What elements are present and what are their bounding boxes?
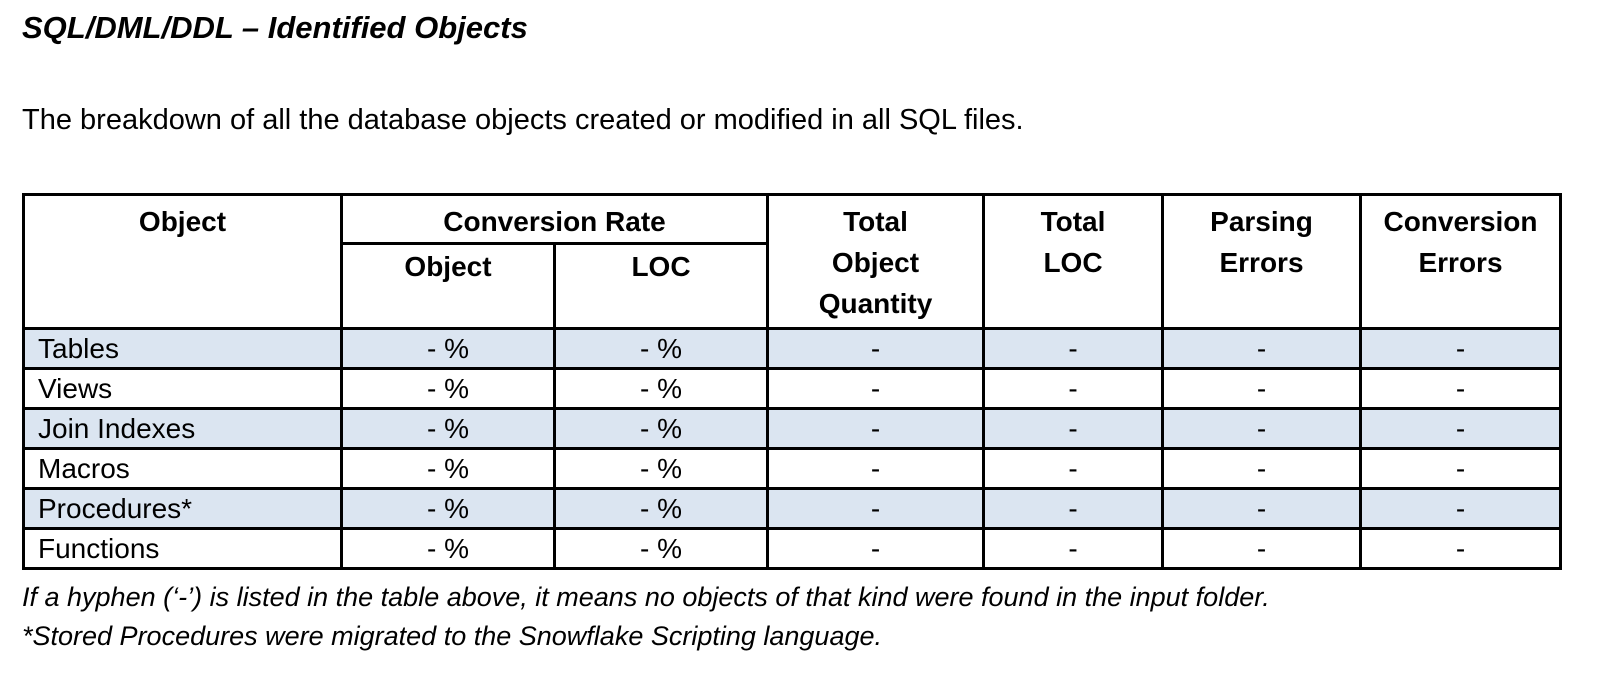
cell-conversion-rate-object: - % [340, 327, 556, 370]
column-header-conversion-loc: LOC [553, 243, 769, 330]
table-header: Object Conversion Rate Total Object Quan… [22, 193, 1562, 330]
cell-object-type: Join Indexes [22, 407, 343, 450]
cell-parsing-errors: - [1161, 447, 1362, 490]
column-header-conversion-rate: Conversion Rate [340, 193, 769, 245]
column-header-object: Object [22, 193, 343, 330]
cell-total-loc: - [982, 327, 1164, 370]
cell-conversion-errors: - [1359, 527, 1562, 570]
cell-conversion-rate-loc: - % [553, 407, 769, 450]
cell-conversion-rate-object: - % [340, 527, 556, 570]
cell-conversion-rate-loc: - % [553, 447, 769, 490]
cell-conversion-errors: - [1359, 487, 1562, 530]
cell-conversion-rate-object: - % [340, 407, 556, 450]
cell-total-loc: - [982, 487, 1164, 530]
note-hyphen-meaning: If a hyphen (‘-’) is listed in the table… [22, 582, 1270, 612]
cell-parsing-errors: - [1161, 327, 1362, 370]
cell-total-object-quantity: - [766, 327, 985, 370]
cell-total-object-quantity: - [766, 407, 985, 450]
cell-object-type: Procedures* [22, 487, 343, 530]
cell-conversion-errors: - [1359, 367, 1562, 410]
cell-total-object-quantity: - [766, 487, 985, 530]
cell-parsing-errors: - [1161, 407, 1362, 450]
table-row-procedures: Procedures* - % - % - - - - [22, 487, 1562, 530]
cell-conversion-errors: - [1359, 447, 1562, 490]
cell-object-type: Functions [22, 527, 343, 570]
cell-conversion-errors: - [1359, 407, 1562, 450]
table-body: Tables - % - % - - - - Views - % - % - -… [22, 327, 1562, 570]
column-header-conversion-object: Object [340, 243, 556, 330]
cell-total-object-quantity: - [766, 527, 985, 570]
cell-parsing-errors: - [1161, 487, 1362, 530]
page-title: SQL/DML/DDL – Identified Objects [22, 10, 528, 45]
cell-total-object-quantity: - [766, 367, 985, 410]
cell-conversion-rate-loc: - % [553, 367, 769, 410]
footnotes: If a hyphen (‘-’) is listed in the table… [22, 578, 1584, 656]
cell-object-type: Views [22, 367, 343, 410]
cell-conversion-rate-object: - % [340, 367, 556, 410]
cell-total-loc: - [982, 407, 1164, 450]
cell-total-loc: - [982, 367, 1164, 410]
page-subtitle: The breakdown of all the database object… [22, 104, 1024, 136]
cell-conversion-rate-loc: - % [553, 327, 769, 370]
cell-total-loc: - [982, 447, 1164, 490]
header-row-main: Object Conversion Rate Total Object Quan… [22, 193, 1562, 330]
cell-total-loc: - [982, 527, 1164, 570]
cell-parsing-errors: - [1161, 527, 1362, 570]
cell-parsing-errors: - [1161, 367, 1362, 410]
cell-conversion-errors: - [1359, 327, 1562, 370]
column-header-parsing-errors: Parsing Errors [1161, 193, 1362, 330]
cell-conversion-rate-object: - % [340, 487, 556, 530]
header-row-sub: Object LOC [24, 243, 1561, 330]
table-row-functions: Functions - % - % - - - - [22, 527, 1562, 570]
cell-total-object-quantity: - [766, 447, 985, 490]
cell-conversion-rate-loc: - % [553, 527, 769, 570]
cell-conversion-rate-object: - % [340, 447, 556, 490]
cell-object-type: Tables [22, 327, 343, 370]
table-row-join-indexes: Join Indexes - % - % - - - - [22, 407, 1562, 450]
cell-conversion-rate-loc: - % [553, 487, 769, 530]
column-header-total-object-quantity: Total Object Quantity [766, 193, 985, 330]
table-row-views: Views - % - % - - - - [22, 367, 1562, 410]
table-row-macros: Macros - % - % - - - - [22, 447, 1562, 490]
column-header-conversion-errors: Conversion Errors [1359, 193, 1562, 330]
table-row-tables: Tables - % - % - - - - [22, 327, 1562, 370]
identified-objects-table: Object Conversion Rate Total Object Quan… [22, 193, 1562, 570]
cell-object-type: Macros [22, 447, 343, 490]
column-header-total-loc: Total LOC [982, 193, 1164, 330]
note-stored-procedures: *Stored Procedures were migrated to the … [22, 621, 882, 651]
